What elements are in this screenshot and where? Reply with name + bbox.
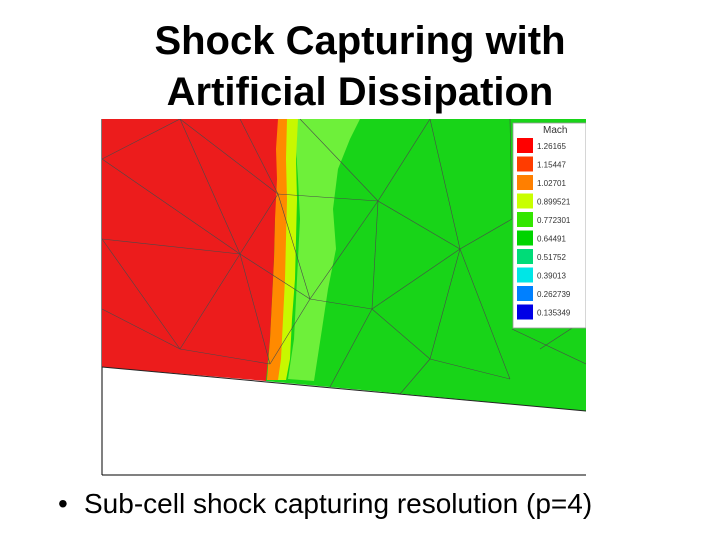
legend-swatch [517, 267, 533, 283]
mach-legend: Mach 1.26165 1.15447 1.02701 0.899521 0.7723… [512, 122, 586, 329]
legend-label: 0.899521 [537, 198, 571, 207]
light-green-band [288, 119, 360, 381]
title-line-1: Shock Capturing with [154, 19, 566, 63]
legend-label: 0.39013 [537, 272, 566, 281]
title-line-2: Artificial Dissipation [166, 70, 554, 114]
legend-label: 1.15447 [537, 161, 566, 170]
legend-label: 0.51752 [537, 253, 566, 262]
green-subsonic-region [260, 119, 586, 411]
mach-contour-plot: Mach 1.26165 1.15447 1.02701 0.899521 0.7723… [100, 119, 586, 477]
legend-swatch [517, 193, 533, 209]
legend-swatch [517, 286, 533, 301]
legend-swatch [517, 175, 533, 190]
legend-swatch [517, 212, 533, 227]
legend-swatch [517, 230, 533, 246]
slide-title: Shock Capturing with Artificial Dissipat… [0, 16, 720, 118]
mesh-lines [101, 119, 586, 412]
legend-swatch [517, 138, 533, 153]
bullet-dot: • [58, 488, 68, 519]
orange-band [267, 119, 287, 380]
legend-label: 0.772301 [537, 216, 571, 225]
legend-label: 0.135349 [537, 309, 571, 318]
legend-label: 0.64491 [537, 235, 566, 244]
bullet-point: • Sub-cell shock capturing resolution (p=… [58, 488, 592, 520]
legend-title: Mach [543, 125, 567, 136]
legend-label: 1.02701 [537, 179, 566, 188]
legend-swatch [517, 249, 533, 264]
legend-swatch [517, 156, 533, 172]
legend-swatch [517, 304, 533, 320]
bullet-text: Sub-cell shock capturing resolution (p=4… [84, 488, 593, 519]
red-supersonic-region [102, 119, 278, 381]
legend-label: 1.26165 [537, 142, 566, 151]
legend-label: 0.262739 [537, 290, 571, 299]
